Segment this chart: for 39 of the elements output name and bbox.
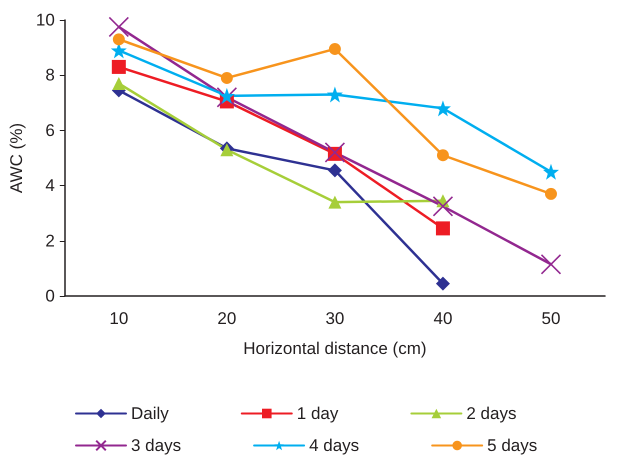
y-axis-title: AWC (%) (7, 122, 26, 194)
point (540, 254, 562, 275)
point (328, 42, 341, 55)
legend-label: 3 days (131, 436, 182, 455)
legend-label: 4 days (309, 436, 360, 455)
legend-label: Daily (131, 404, 170, 423)
legend-label: 1 day (296, 404, 339, 423)
point (218, 88, 235, 104)
x-tick-label: 30 (325, 309, 344, 328)
point (112, 60, 126, 74)
y-tick-label: 0 (45, 286, 55, 306)
y-tick-label: 6 (45, 120, 55, 140)
x-tick-label: 20 (217, 309, 236, 328)
x-tick-label: 40 (433, 309, 452, 328)
point (436, 221, 450, 236)
point (328, 196, 342, 209)
point (326, 86, 343, 103)
point (108, 16, 130, 38)
point (542, 164, 559, 180)
point (434, 100, 451, 116)
legend-label: 5 days (487, 436, 538, 455)
y-tick-label: 8 (45, 66, 55, 85)
x-axis-title: Horizontal distance (cm) (243, 339, 427, 358)
legend-label: 2 days (466, 404, 516, 423)
point (436, 149, 449, 162)
y-tick-label: 4 (45, 176, 55, 196)
y-tick-label: 10 (36, 10, 55, 30)
x-tick-label: 10 (109, 309, 128, 328)
point (216, 86, 238, 108)
point (220, 72, 233, 84)
y-tick-label: 2 (45, 231, 55, 250)
point (112, 33, 125, 46)
point (328, 163, 342, 178)
point (324, 142, 346, 163)
x-tick-label: 50 (542, 309, 560, 328)
point (432, 196, 454, 217)
point (436, 276, 450, 291)
point (544, 188, 557, 200)
point (112, 76, 126, 90)
